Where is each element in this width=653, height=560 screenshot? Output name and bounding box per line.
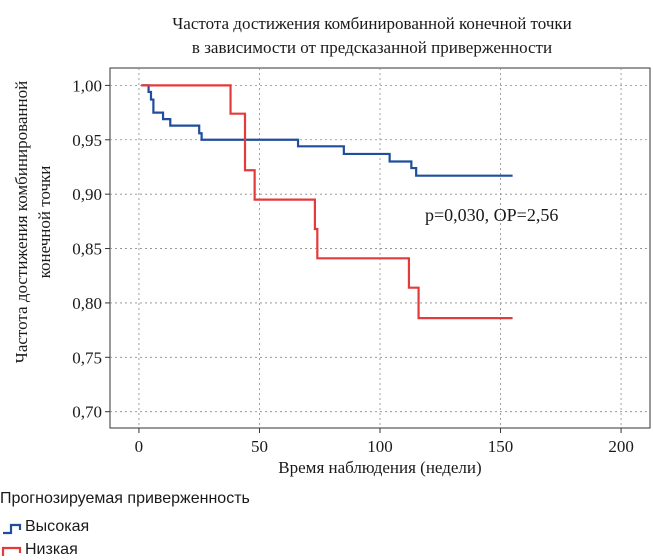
series-line-high	[141, 84, 513, 177]
legend-swatch-high	[3, 523, 22, 535]
x-tick-label: 50	[251, 437, 268, 456]
chart-title-line-2: в зависимости от предсказанной привержен…	[192, 38, 552, 57]
legend-title: Прогнозируемая приверженность	[0, 490, 250, 507]
axis-ticks: 1,00 0,95 0,90 0,85 0,80 0,75 0,70 0 50 100 150 200	[72, 76, 634, 456]
x-tick-label: 100	[367, 437, 393, 456]
grid-lines	[110, 68, 650, 428]
x-tick-label: 0	[135, 437, 144, 456]
y-tick-label: 0,85	[72, 240, 102, 259]
x-tick-label: 200	[608, 437, 634, 456]
legend: Прогнозируемая приверженность Высокая Ни…	[0, 490, 250, 558]
y-tick-label: 0,80	[72, 294, 102, 313]
y-axis-label-line-2: конечной точки	[35, 166, 54, 279]
chart-title-line-1: Частота достижения комбинированной конеч…	[172, 14, 571, 33]
y-tick-label: 0,70	[72, 403, 102, 422]
y-tick-label: 0,90	[72, 185, 102, 204]
y-tick-label: 0,95	[72, 131, 102, 150]
legend-swatch-low	[1, 546, 22, 556]
stat-annotation: p=0,030, ОР=2,56	[425, 205, 558, 225]
series-line-low	[141, 84, 513, 320]
legend-label-high: Высокая	[25, 518, 89, 535]
legend-label-low: Низкая	[25, 541, 78, 558]
y-tick-label: 1,00	[72, 76, 102, 95]
x-axis-label: Время наблюдения (недели)	[278, 458, 481, 477]
series-group	[141, 84, 513, 320]
y-axis-label-line-1: Частота достижения комбинированной	[12, 81, 31, 363]
y-tick-label: 0,75	[72, 348, 102, 367]
x-tick-label: 150	[488, 437, 514, 456]
